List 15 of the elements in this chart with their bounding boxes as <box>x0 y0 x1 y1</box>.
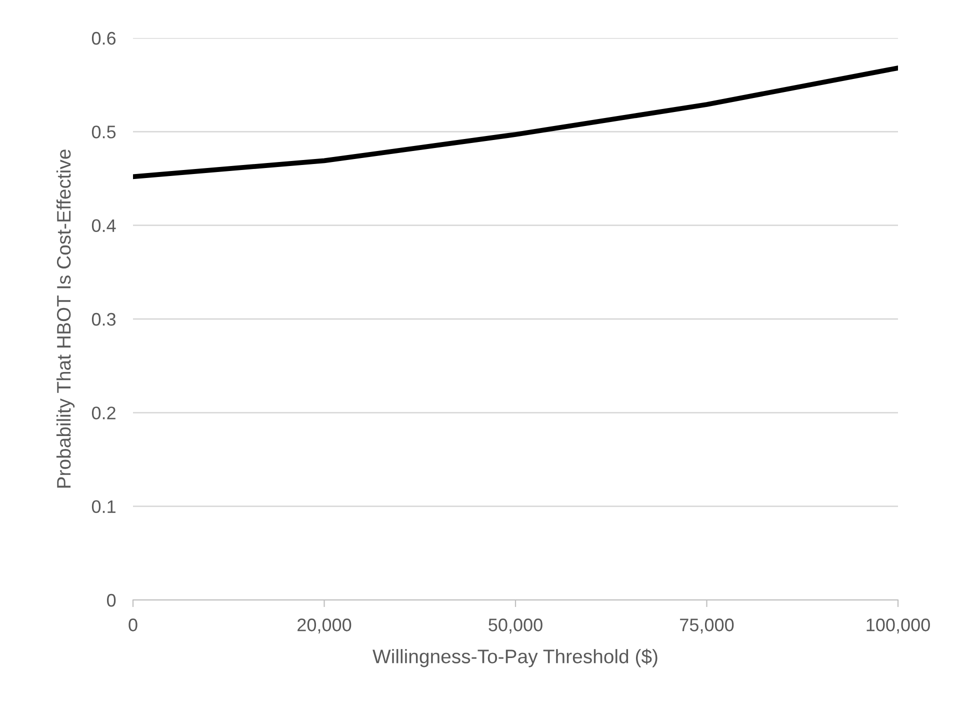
x-tick-label: 20,000 <box>298 618 352 634</box>
y-axis-title: Probability That HBOT Is Cost-Effective <box>56 150 75 488</box>
x-tick-label: 50,000 <box>488 618 542 634</box>
x-axis-title: Willingness-To-Pay Threshold ($) <box>372 648 658 668</box>
y-tick-label: 0.5 <box>92 126 116 138</box>
x-tick-label: 100,000 <box>866 618 930 634</box>
y-tick-label: 0.4 <box>92 219 116 232</box>
y-tick-label: 0.2 <box>92 406 116 420</box>
y-tick-label: 0.1 <box>92 500 116 514</box>
x-tick-label: 75,000 <box>680 618 734 634</box>
y-tick-label: 0 <box>107 594 116 607</box>
y-tick-label: 0.6 <box>92 32 116 45</box>
x-tick-label: 0 <box>128 618 138 632</box>
line-series <box>133 66 898 180</box>
y-tick-label: 0.3 <box>92 312 116 326</box>
